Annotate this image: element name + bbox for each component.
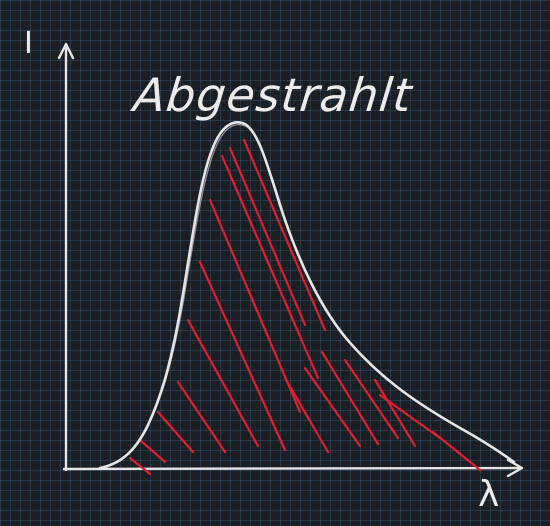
hatch-line: [138, 438, 167, 464]
y-axis-label: I: [24, 26, 34, 61]
hatching: [128, 138, 482, 476]
y-axis-arrowhead: [57, 42, 75, 60]
hatch-line: [242, 138, 327, 332]
x-axis-arrowhead: [506, 458, 524, 478]
emission-curve-stroke-2: [103, 124, 283, 468]
hatch-line: [220, 154, 320, 380]
diagram-title: Abgestrahlt: [131, 68, 416, 122]
hatch-line: [176, 380, 227, 454]
hatch-line: [303, 366, 362, 448]
hatch-line: [320, 350, 380, 446]
hatch-line: [283, 376, 330, 454]
hatch-line: [198, 260, 287, 452]
hatch-line: [208, 198, 302, 414]
hatch-line: [186, 318, 260, 448]
hatch-line: [128, 456, 152, 476]
emission-curve: [98, 121, 516, 470]
hatch-line: [378, 393, 442, 440]
hatch-line: [431, 430, 482, 472]
hatch-line: [343, 358, 400, 440]
x-axis-label: λ: [478, 474, 501, 515]
hatch-line: [156, 410, 195, 454]
x-axis: [62, 466, 522, 471]
hatch-line: [373, 378, 417, 448]
hatch-line: [228, 146, 307, 327]
